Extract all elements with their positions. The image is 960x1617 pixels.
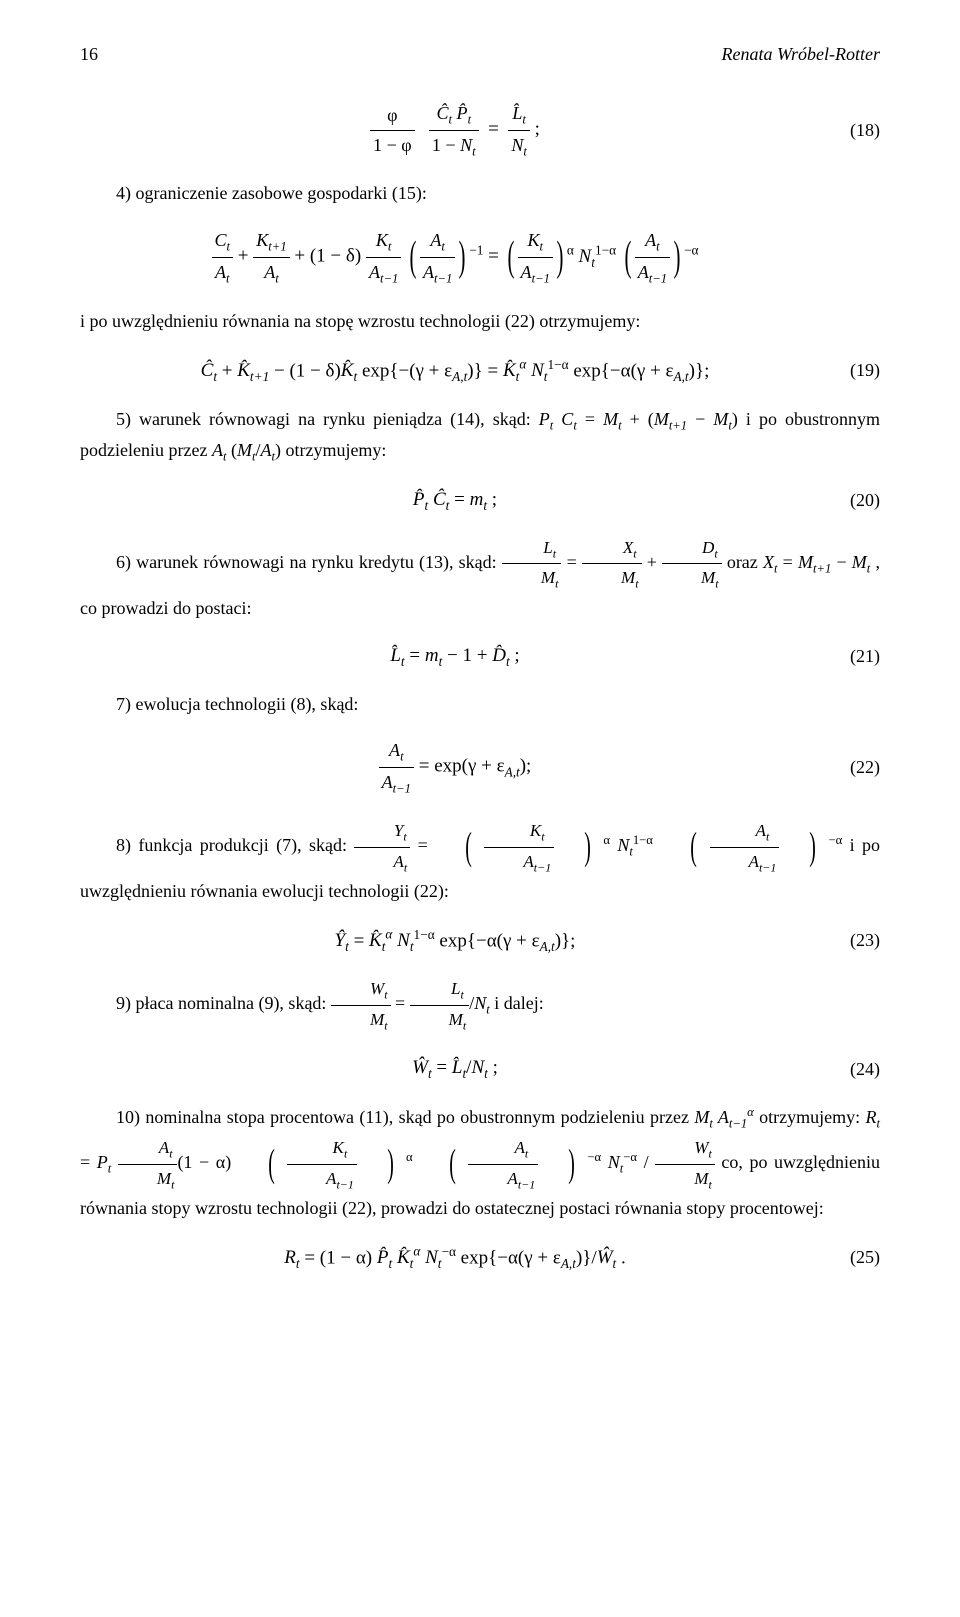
paragraph-8: 8) funkcja produkcji (7), skąd: YtAt = (… [80, 817, 880, 906]
para6-part2: oraz [727, 552, 763, 572]
paragraph-p2: i po uwzględnieniu równania na stopę wzr… [80, 307, 880, 336]
eq-label-24: (24) [830, 1055, 880, 1084]
equation-23: Ŷt = K̂tα Nt1−α exp{−α(γ + εA,t)}; [80, 924, 830, 957]
equation-18-block: φ1 − φ Ĉt P̂t1 − Nt = L̂tNt ; (18) [80, 99, 880, 162]
para5-part3: otrzymujemy: [285, 440, 386, 460]
equation-21-block: L̂t = mt − 1 + D̂t ; (21) [80, 641, 880, 672]
equation-19-block: Ĉt + K̂t+1 − (1 − δ)K̂t exp{−(γ + εA,t)}… [80, 354, 880, 387]
equation-unnum-1-content: CtAt + Kt+1At + (1 − δ) KtAt−1 (AtAt−1)−… [80, 226, 830, 289]
equation-24-block: Ŵt = L̂t/Nt ; (24) [80, 1053, 880, 1084]
equation-22: AtAt−1 = exp(γ + εA,t); [80, 736, 830, 799]
equation-19: Ĉt + K̂t+1 − (1 − δ)K̂t exp{−(γ + εA,t)}… [80, 354, 830, 387]
eq-label-23: (23) [830, 926, 880, 955]
paragraph-5: 5) warunek równowagi na rynku pieniądza … [80, 405, 880, 466]
author-name: Renata Wróbel-Rotter [722, 40, 880, 69]
eq-label-18: (18) [830, 116, 880, 145]
equation-18: φ1 − φ Ĉt P̂t1 − Nt = L̂tNt ; [80, 99, 830, 162]
eq-label-20: (20) [830, 486, 880, 515]
equation-21: L̂t = mt − 1 + D̂t ; [80, 641, 830, 672]
para10-part1: 10) nominalna stopa procentowa (11), ską… [116, 1107, 694, 1127]
page-header: 16 Renata Wróbel-Rotter [80, 40, 880, 69]
equation-23-block: Ŷt = K̂tα Nt1−α exp{−α(γ + εA,t)}; (23) [80, 924, 880, 957]
eq-label-21: (21) [830, 642, 880, 671]
equation-20: P̂t Ĉt = mt ; [80, 485, 830, 516]
paragraph-7: 7) ewolucja technologii (8), skąd: [80, 690, 880, 719]
paragraph-9: 9) płaca nominalna (9), skąd: WtMt = LtM… [80, 975, 880, 1035]
equation-25-block: Rt = (1 − α) P̂t K̂tα Nt−α exp{−α(γ + εA… [80, 1241, 880, 1274]
para9-part1: 9) płaca nominalna (9), skąd: [116, 993, 331, 1013]
equation-20-block: P̂t Ĉt = mt ; (20) [80, 485, 880, 516]
para8-part1: 8) funkcja produkcji (7), skąd: [116, 835, 354, 855]
paragraph-10: 10) nominalna stopa procentowa (11), ską… [80, 1102, 880, 1223]
paragraph-4: 4) ograniczenie zasobowe gospodarki (15)… [80, 179, 880, 208]
eq-label-22: (22) [830, 753, 880, 782]
para6-part1: 6) warunek równowagi na rynku kredytu (1… [116, 552, 502, 572]
para5-part1: 5) warunek równowagi na rynku pieniądza … [116, 409, 539, 429]
equation-unnum-1: CtAt + Kt+1At + (1 − δ) KtAt−1 (AtAt−1)−… [80, 226, 880, 289]
equation-25: Rt = (1 − α) P̂t K̂tα Nt−α exp{−α(γ + εA… [80, 1241, 830, 1274]
eq-label-19: (19) [830, 356, 880, 385]
paragraph-6: 6) warunek równowagi na rynku kredytu (1… [80, 534, 880, 623]
para10-part2: otrzymujemy: [759, 1107, 865, 1127]
equation-22-block: AtAt−1 = exp(γ + εA,t); (22) [80, 736, 880, 799]
equation-24: Ŵt = L̂t/Nt ; [80, 1053, 830, 1084]
eq-label-25: (25) [830, 1243, 880, 1272]
page-number: 16 [80, 40, 98, 69]
para9-part2: i dalej: [494, 993, 543, 1013]
